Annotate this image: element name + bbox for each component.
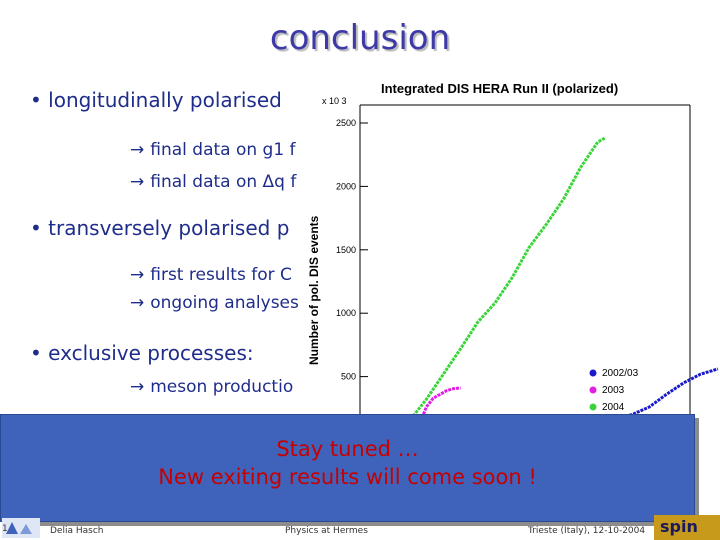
subitem-text: meson productio xyxy=(150,377,294,397)
legend-marker xyxy=(589,403,597,411)
series-line-2 xyxy=(408,136,606,420)
series-line-1 xyxy=(419,386,461,420)
hermes-logo xyxy=(2,518,40,538)
series-group xyxy=(408,136,719,420)
series-line-0 xyxy=(603,367,719,420)
arrow-icon: → xyxy=(130,172,145,192)
subitem-text: first results for C xyxy=(150,265,292,285)
y-tick-label: 500 xyxy=(341,372,356,382)
legend-label: 2002/03 xyxy=(602,368,639,379)
subitem-delta-q: → final data on Δq f xyxy=(130,172,296,192)
subitem-ongoing: → ongoing analyses xyxy=(130,293,299,313)
legend-label: 2004 xyxy=(602,402,625,413)
legend-marker xyxy=(589,369,597,377)
subitem-text: final data on Δq f xyxy=(150,172,297,192)
subitem-meson: → meson productio xyxy=(130,377,293,397)
slide-title: conclusion xyxy=(269,18,451,58)
footer-venue-date: Trieste (Italy), 12-10-2004 xyxy=(528,526,646,536)
legend-marker xyxy=(589,386,597,394)
chart-title: Integrated DIS HERA Run II (polarized) xyxy=(381,81,618,96)
y-tick-label: 1000 xyxy=(336,308,356,318)
bullet-longitudinal: • longitudinally polarised xyxy=(30,88,282,112)
y-multiplier: x 10 3 xyxy=(322,96,347,106)
subitem-text: final data on g1 f xyxy=(150,140,296,160)
banner-line-2: New exiting results will come soon ! xyxy=(158,465,537,489)
arrow-icon: → xyxy=(130,293,145,313)
dis-events-chart: Integrated DIS HERA Run II (polarized) x… xyxy=(300,75,720,420)
footer-author: Delia Hasch xyxy=(50,526,104,536)
footer-talk: Physics at Hermes xyxy=(285,526,368,536)
arrow-icon: → xyxy=(130,265,145,285)
page-number: 1 xyxy=(2,524,8,534)
subitem-g1: → final data on g1 f xyxy=(130,140,296,160)
y-axis-label: Number of pol. DIS events xyxy=(307,215,321,365)
spin-logo: spin xyxy=(654,515,720,540)
y-tick-label: 2500 xyxy=(336,118,356,128)
y-ticks: 500 1000 1500 2000 2500 xyxy=(336,118,368,382)
bullet-exclusive: • exclusive processes: xyxy=(30,341,254,365)
y-tick-label: 2000 xyxy=(336,181,356,191)
subitem-text: ongoing analyses xyxy=(150,293,299,313)
legend-label: 2003 xyxy=(602,385,625,396)
legend: 2002/03 2003 2004 xyxy=(589,368,639,413)
y-tick-label: 1500 xyxy=(336,245,356,255)
arrow-icon: → xyxy=(130,140,145,160)
bullet-transverse: • transversely polarised p xyxy=(30,216,290,240)
announcement-banner: Stay tuned … New exiting results will co… xyxy=(0,414,695,522)
spin-logo-text: spin xyxy=(660,517,698,536)
subitem-first-results: → first results for C xyxy=(130,265,292,285)
arrow-icon: → xyxy=(130,377,145,397)
chart-background xyxy=(300,75,720,420)
banner-line-1: Stay tuned … xyxy=(276,437,419,461)
